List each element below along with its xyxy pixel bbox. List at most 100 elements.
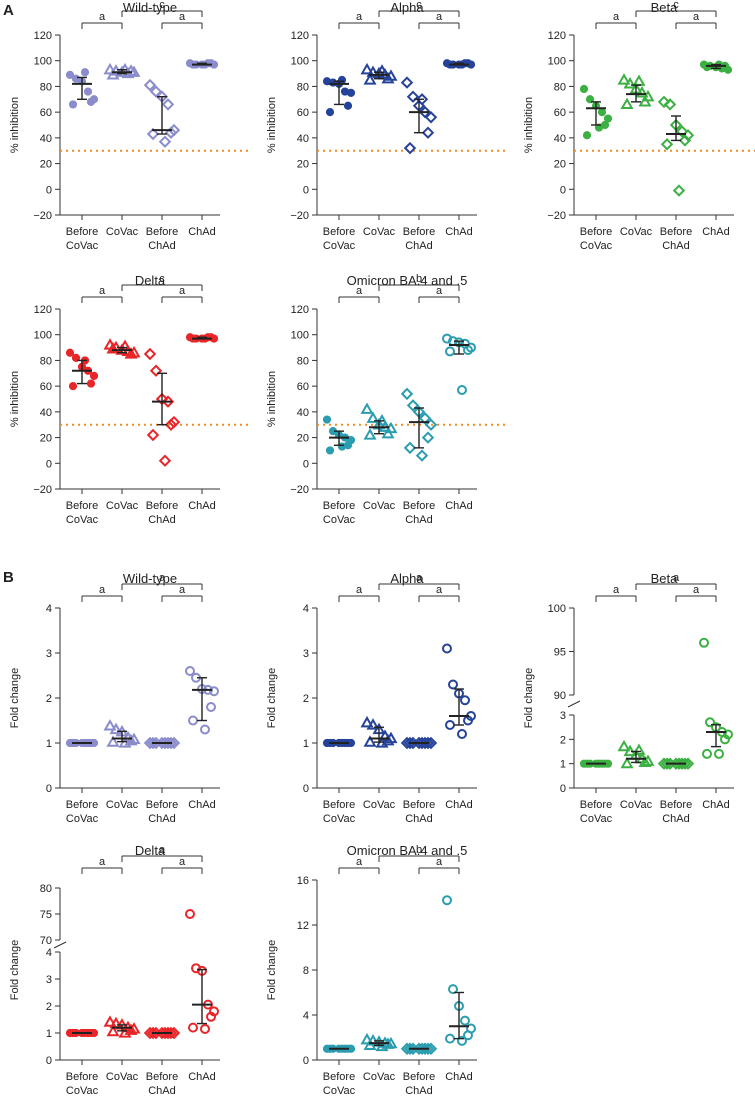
x-tick-label: ChAd <box>405 1085 433 1097</box>
y-tick-label: 4 <box>303 603 309 615</box>
data-point <box>635 86 649 98</box>
data-point <box>118 1026 132 1038</box>
y-tick-label: 0 <box>46 783 52 795</box>
data-point <box>675 125 689 138</box>
data-point <box>343 101 353 110</box>
data-point <box>363 735 377 747</box>
data-point <box>442 643 452 654</box>
data-point <box>161 395 175 408</box>
data-point <box>445 1033 455 1044</box>
y-tick-label: 90 <box>554 690 566 702</box>
y-tick-label: 40 <box>297 407 309 419</box>
data-point <box>699 637 709 648</box>
data-point <box>681 757 695 770</box>
y-tick-label: 40 <box>40 133 52 145</box>
data-point <box>149 364 163 377</box>
y-axis-label: Fold change <box>266 940 278 1001</box>
data-point <box>705 717 715 728</box>
x-tick-label: CoVac <box>66 514 99 526</box>
y-tick-label: −20 <box>33 484 52 496</box>
x-tick-label: CoVac <box>323 514 356 526</box>
data-point <box>403 141 417 155</box>
y-tick-label: 4 <box>303 1010 309 1022</box>
data-point <box>442 895 452 906</box>
significance-label: b <box>416 273 422 285</box>
data-point <box>702 748 712 759</box>
data-point <box>672 184 686 197</box>
data-point <box>457 385 467 395</box>
data-point <box>463 345 473 356</box>
data-point <box>158 736 172 750</box>
x-tick-label: ChAd <box>405 514 433 526</box>
significance-label: a <box>693 584 700 596</box>
data-point <box>617 739 631 752</box>
data-point <box>381 426 395 439</box>
significance-label: a <box>673 572 680 584</box>
data-point <box>403 1042 417 1055</box>
chart-b5: Omicron BA.4 and .5 Fold change 0 4 8 12 16 Bef… <box>266 843 477 1097</box>
data-point <box>360 715 374 728</box>
y-tick-label: 80 <box>40 355 52 367</box>
x-tick-label: CoVac <box>363 226 396 238</box>
data-point <box>623 77 637 89</box>
x-tick-label: CoVac <box>106 799 139 811</box>
data-point <box>209 686 219 697</box>
data-point <box>83 87 93 96</box>
data-point <box>663 98 677 111</box>
y-tick-label: 4 <box>46 947 52 959</box>
data-point <box>424 1042 438 1055</box>
chart-a5: Omicron BA.4 and .5 % inhibition −20 0 20 40 6… <box>266 273 507 526</box>
x-tick-label: CoVac <box>66 240 99 252</box>
y-tick-label: 1 <box>303 738 309 750</box>
x-tick-label: CoVac <box>106 1071 139 1083</box>
x-tick-label: CoVac <box>580 240 613 252</box>
axis-break-mark <box>567 700 581 708</box>
data-point <box>445 720 455 730</box>
x-tick-label: CoVac <box>620 226 653 238</box>
significance-label: a <box>99 285 106 297</box>
x-tick-label: Before <box>323 226 355 238</box>
data-point <box>463 1030 473 1041</box>
chart-b4: Delta Fold change 70 75 80 0 1 2 3 4 Before CoVac Co… <box>9 843 220 1097</box>
y-tick-label: 3 <box>46 648 52 660</box>
y-tick-label: 60 <box>40 107 52 119</box>
x-tick-label: CoVac <box>580 813 613 825</box>
y-tick-label: 2 <box>46 1001 52 1013</box>
data-point <box>720 734 730 745</box>
y-tick-label: 0 <box>46 184 52 196</box>
y-tick-label: 100 <box>34 330 52 342</box>
data-point <box>106 68 120 80</box>
x-tick-label: CoVac <box>323 1085 356 1097</box>
x-tick-label: Before <box>146 226 178 238</box>
panel-label-b: B <box>3 569 14 586</box>
x-tick-label: CoVac <box>323 240 356 252</box>
y-tick-label: 4 <box>46 603 52 615</box>
y-tick-label: 80 <box>40 81 52 93</box>
data-point <box>103 719 117 731</box>
y-tick-label: 100 <box>548 56 566 68</box>
data-point <box>714 748 724 759</box>
significance-label: a <box>436 11 443 23</box>
significance-label: a <box>613 584 620 596</box>
y-tick-label: 20 <box>40 433 52 445</box>
data-point <box>638 755 652 768</box>
y-tick-label: 0 <box>560 184 566 196</box>
y-tick-label: 12 <box>297 920 309 932</box>
y-axis-label: Fold change <box>9 940 21 1001</box>
y-axis-label: % inhibition <box>9 371 21 427</box>
data-point <box>400 76 414 89</box>
data-point <box>325 446 335 455</box>
x-tick-label: ChAd <box>188 799 216 811</box>
y-tick-label: 120 <box>291 30 309 42</box>
data-point <box>346 88 356 97</box>
data-point <box>167 736 181 750</box>
x-tick-label: Before <box>403 799 435 811</box>
data-point <box>118 736 132 748</box>
x-tick-label: CoVac <box>106 226 139 238</box>
significance-label: a <box>436 285 443 297</box>
data-point <box>80 68 90 77</box>
y-axis-label: % inhibition <box>9 97 21 153</box>
x-tick-label: CoVac <box>620 799 653 811</box>
data-point <box>106 735 120 747</box>
data-point <box>585 95 595 104</box>
